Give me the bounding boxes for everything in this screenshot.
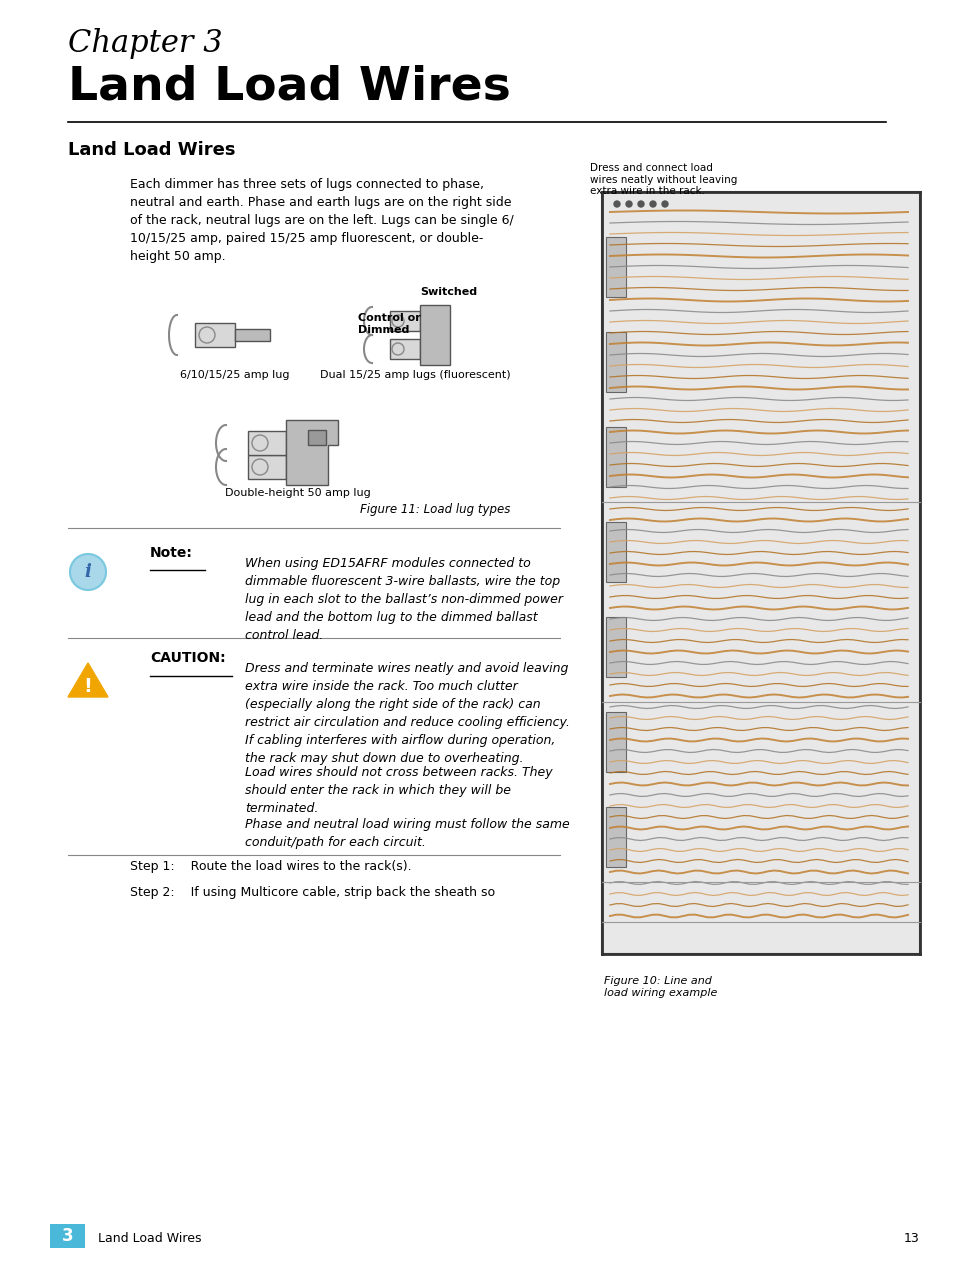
FancyBboxPatch shape [605, 427, 625, 487]
FancyBboxPatch shape [605, 332, 625, 392]
FancyBboxPatch shape [248, 455, 286, 480]
Text: Land Load Wires: Land Load Wires [68, 141, 235, 159]
Text: !: ! [84, 678, 92, 697]
Text: 6/10/15/25 amp lug: 6/10/15/25 amp lug [180, 370, 290, 380]
Text: 3: 3 [62, 1227, 73, 1245]
Text: Chapter 3: Chapter 3 [68, 28, 222, 59]
FancyBboxPatch shape [605, 617, 625, 677]
FancyBboxPatch shape [248, 431, 286, 455]
Text: 13: 13 [903, 1231, 919, 1244]
Polygon shape [68, 663, 108, 697]
Circle shape [638, 201, 643, 207]
Text: Switched: Switched [419, 287, 476, 296]
Polygon shape [286, 420, 337, 485]
FancyBboxPatch shape [419, 305, 450, 365]
Text: Control or
Dimmed: Control or Dimmed [357, 313, 420, 335]
Circle shape [649, 201, 656, 207]
Text: Double-height 50 amp lug: Double-height 50 amp lug [225, 488, 371, 499]
FancyBboxPatch shape [601, 192, 919, 954]
Text: Figure 10: Line and
load wiring example: Figure 10: Line and load wiring example [603, 976, 717, 997]
Text: Note:: Note: [150, 546, 193, 560]
Text: Land Load Wires: Land Load Wires [68, 65, 511, 109]
Circle shape [614, 201, 619, 207]
FancyBboxPatch shape [605, 237, 625, 296]
Text: Step 2:    If using Multicore cable, strip back the sheath so: Step 2: If using Multicore cable, strip … [130, 887, 495, 899]
FancyBboxPatch shape [390, 340, 419, 359]
Circle shape [625, 201, 631, 207]
Text: Dress and terminate wires neatly and avoid leaving
extra wire inside the rack. T: Dress and terminate wires neatly and avo… [245, 661, 569, 764]
FancyBboxPatch shape [50, 1224, 85, 1248]
FancyBboxPatch shape [390, 310, 419, 331]
Circle shape [70, 555, 106, 590]
Text: Dress and connect load
wires neatly without leaving
extra wire in the rack.: Dress and connect load wires neatly with… [589, 163, 737, 196]
Text: Each dimmer has three sets of lugs connected to phase,
neutral and earth. Phase : Each dimmer has three sets of lugs conne… [130, 178, 514, 263]
Text: CAUTION:: CAUTION: [150, 651, 226, 665]
FancyBboxPatch shape [605, 522, 625, 583]
Text: Dual 15/25 amp lugs (fluorescent): Dual 15/25 amp lugs (fluorescent) [319, 370, 510, 380]
Text: Phase and neutral load wiring must follow the same
conduit/path for each circuit: Phase and neutral load wiring must follo… [245, 818, 569, 848]
FancyBboxPatch shape [194, 323, 234, 347]
FancyBboxPatch shape [234, 329, 270, 341]
Text: Land Load Wires: Land Load Wires [98, 1231, 201, 1244]
Text: Step 1:    Route the load wires to the rack(s).: Step 1: Route the load wires to the rack… [130, 860, 411, 873]
FancyBboxPatch shape [605, 806, 625, 868]
Text: i: i [85, 563, 91, 581]
Text: Figure 11: Load lug types: Figure 11: Load lug types [359, 502, 510, 516]
Text: Load wires should not cross between racks. They
should enter the rack in which t: Load wires should not cross between rack… [245, 766, 552, 815]
Circle shape [661, 201, 667, 207]
FancyBboxPatch shape [308, 430, 326, 445]
FancyBboxPatch shape [605, 712, 625, 772]
Text: When using ED15AFRF modules connected to
dimmable fluorescent 3-wire ballasts, w: When using ED15AFRF modules connected to… [245, 557, 562, 642]
